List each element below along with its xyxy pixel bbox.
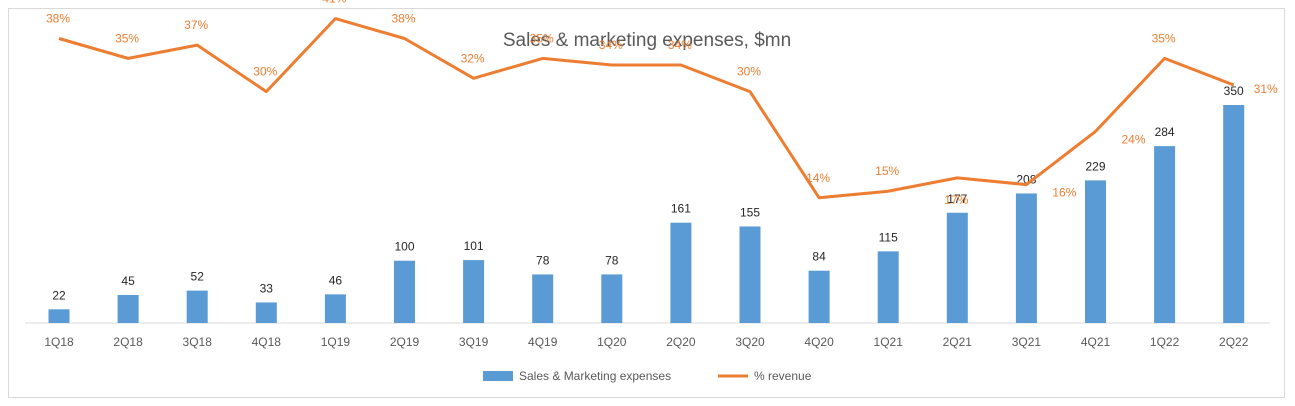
x-tick-1Q19: 1Q19 [321, 335, 351, 349]
pct-label-2Q21: 17% [944, 193, 968, 207]
bar-label-3Q19: 101 [464, 239, 484, 253]
bar-1Q22 [1154, 146, 1176, 323]
x-tick-4Q18: 4Q18 [252, 335, 282, 349]
pct-label-2Q18: 35% [115, 31, 139, 45]
pct-label-1Q18: 38% [46, 11, 70, 25]
bar-label-1Q19: 46 [329, 273, 343, 287]
chart-frame [8, 8, 1285, 398]
pct-label-2Q19: 38% [391, 11, 415, 25]
pct-label-2Q22: 31% [1254, 82, 1278, 96]
x-tick-3Q19: 3Q19 [459, 335, 489, 349]
pct-revenue-line [58, 17, 1235, 200]
x-tick-3Q21: 3Q21 [1012, 335, 1042, 349]
bar-label-2Q18: 45 [121, 274, 135, 288]
x-tick-3Q20: 3Q20 [735, 335, 765, 349]
bar-label-4Q20: 84 [812, 250, 826, 264]
bar-label-2Q21: 177 [947, 192, 967, 206]
bar-series [48, 105, 1245, 323]
chart-title: Sales & marketing expenses, $mn [503, 30, 791, 51]
bar-label-4Q19: 78 [536, 253, 550, 267]
legend-line-label: % revenue [754, 369, 812, 383]
line-data-labels: 38% 35% 37% 30% 41% 38% 32% 35% 34% 34% 30% 14% 15% 1… [46, 0, 1278, 207]
bar-label-2Q20: 161 [671, 202, 691, 216]
bar-3Q20 [739, 226, 761, 323]
legend: Sales & Marketing expenses % revenue [483, 369, 812, 383]
bar-label-1Q22: 284 [1155, 125, 1175, 139]
x-tick-1Q21: 1Q21 [874, 335, 904, 349]
pct-label-4Q19: 35% [530, 31, 554, 45]
x-tick-2Q20: 2Q20 [666, 335, 696, 349]
x-tick-1Q22: 1Q22 [1150, 335, 1180, 349]
pct-label-2Q20: 34% [668, 38, 692, 52]
bar-1Q19 [324, 294, 346, 323]
pct-label-1Q19: 41% [322, 0, 346, 6]
pct-label-3Q19: 32% [461, 51, 485, 65]
bar-2Q20 [670, 222, 692, 323]
bar-4Q21 [1085, 180, 1106, 323]
bar-2Q18 [117, 294, 139, 323]
bar-2Q22 [1223, 105, 1245, 323]
bar-label-1Q20: 78 [605, 253, 619, 267]
bar-2Q19 [394, 260, 415, 323]
x-tick-2Q18: 2Q18 [113, 335, 143, 349]
x-tick-2Q19: 2Q19 [390, 335, 420, 349]
bar-label-4Q21: 229 [1085, 159, 1105, 173]
x-tick-2Q22: 2Q22 [1219, 335, 1249, 349]
bar-label-1Q21: 115 [879, 230, 898, 244]
bar-label-3Q20: 155 [740, 205, 760, 219]
bar-label-2Q19: 100 [394, 240, 414, 254]
x-tick-1Q20: 1Q20 [597, 335, 627, 349]
x-tick-labels: 1Q18 2Q18 3Q18 4Q18 1Q19 2Q19 3Q19 4Q19 1Q20 2Q20… [44, 335, 1248, 349]
bar-4Q18 [255, 302, 277, 323]
pct-label-3Q20: 30% [737, 65, 761, 79]
x-tick-3Q18: 3Q18 [183, 335, 213, 349]
bar-label-2Q22: 350 [1224, 84, 1244, 98]
pct-label-1Q20: 34% [599, 38, 623, 52]
x-tick-1Q18: 1Q18 [44, 335, 74, 349]
bar-label-4Q18: 33 [260, 281, 274, 295]
bar-label-1Q18: 22 [52, 288, 66, 302]
bar-4Q19 [532, 274, 554, 323]
pct-label-4Q18: 30% [253, 65, 277, 79]
pct-label-1Q21: 15% [875, 164, 899, 178]
pct-label-3Q18: 37% [184, 18, 208, 32]
x-tick-4Q20: 4Q20 [804, 335, 834, 349]
legend-bar-label: Sales & Marketing expenses [519, 369, 671, 383]
pct-label-1Q22: 35% [1152, 31, 1176, 45]
bar-2Q21 [946, 212, 968, 323]
pct-label-4Q21: 24% [1121, 132, 1145, 146]
line-series [58, 17, 1235, 200]
x-tick-2Q21: 2Q21 [943, 335, 973, 349]
pct-label-3Q21: 16% [1052, 186, 1076, 200]
bar-4Q20 [808, 270, 830, 323]
bar-3Q18 [186, 290, 208, 323]
bar-3Q21 [1015, 193, 1037, 323]
x-tick-4Q21: 4Q21 [1081, 335, 1111, 349]
legend-bar-swatch [483, 371, 513, 381]
bar-1Q20 [601, 274, 623, 323]
x-tick-4Q19: 4Q19 [528, 335, 558, 349]
bar-label-3Q18: 52 [191, 270, 205, 284]
pct-label-4Q20: 14% [806, 171, 830, 185]
bar-1Q21 [877, 251, 899, 323]
bar-3Q19 [463, 260, 485, 323]
bar-1Q18 [48, 309, 70, 323]
